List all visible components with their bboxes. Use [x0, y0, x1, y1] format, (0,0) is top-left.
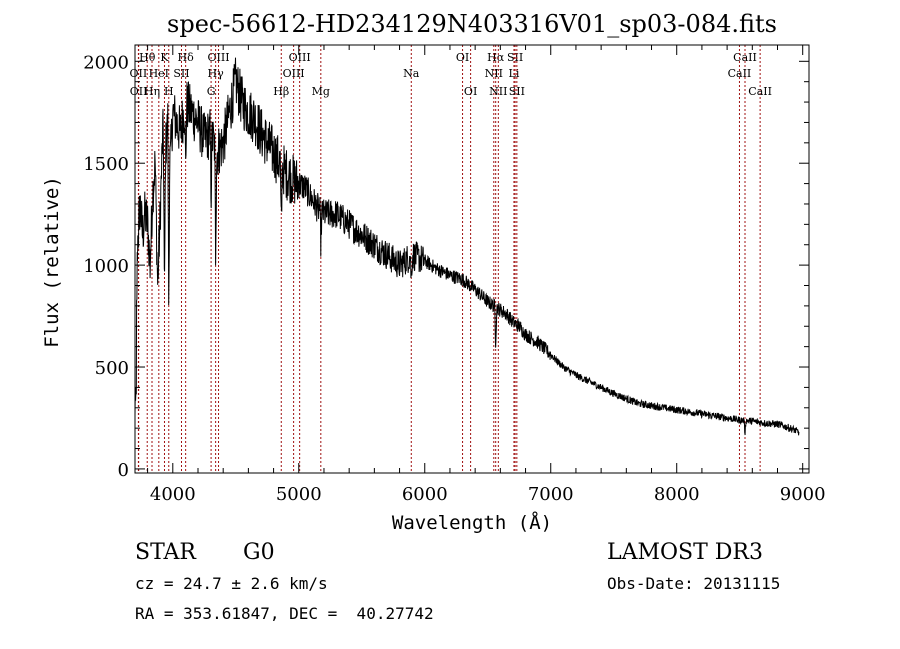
line-marker-label: HeI	[149, 67, 169, 80]
line-marker-label: Hβ	[273, 85, 289, 98]
y-tick-label: 1500	[83, 154, 129, 175]
line-marker-label: G	[207, 85, 216, 98]
axis-ticks: 4000 5000 6000 7000 8000 9000 0 500 1000 1500 2000	[83, 45, 826, 505]
line-marker-label: NII	[485, 67, 503, 80]
y-tick-label: 500	[95, 358, 129, 379]
x-tick-label: 8000	[654, 484, 700, 505]
line-marker-label: CaII	[733, 51, 757, 64]
coordinates: RA = 353.61847, DEC = 40.27742	[135, 604, 434, 623]
line-marker-label: Hδ	[178, 51, 195, 64]
y-axis-label: Flux (relative)	[41, 176, 63, 348]
y-tick-label: 1000	[83, 256, 129, 277]
observation-date: Obs-Date: 20131115	[607, 574, 781, 593]
plot-frame	[134, 44, 810, 474]
line-marker-label: K	[160, 51, 169, 64]
object-subclass: G0	[243, 540, 275, 565]
y-tick-label: 2000	[83, 52, 129, 73]
line-marker-label: OII	[130, 85, 148, 98]
line-marker-label: Na	[403, 67, 420, 80]
y-tick-label: 0	[118, 460, 129, 481]
line-marker-label: OIII	[283, 67, 305, 80]
chart-title: spec-56612-HD234129N403316V01_sp03-084.f…	[167, 10, 777, 38]
line-marker-label: OIII	[289, 51, 311, 64]
line-marker-label: SII	[173, 67, 189, 80]
object-class: STAR	[135, 540, 196, 565]
x-tick-label: 4000	[150, 484, 196, 505]
line-marker-label: CaII	[728, 67, 752, 80]
line-marker-label: CaII	[748, 85, 772, 98]
x-axis-label: Wavelength (Å)	[392, 511, 552, 534]
line-marker-label: Mg	[312, 85, 330, 98]
spectrum-series-line	[134, 57, 800, 436]
x-tick-label: 5000	[276, 484, 322, 505]
redshift-velocity: cz = 24.7 ± 2.6 km/s	[135, 574, 328, 593]
x-tick-label: 9000	[780, 484, 826, 505]
line-marker-label: OI	[464, 85, 477, 98]
line-marker-label: H	[164, 85, 174, 98]
line-marker-label: Hθ	[139, 51, 156, 64]
x-tick-label: 7000	[528, 484, 574, 505]
x-tick-label: 6000	[402, 484, 448, 505]
line-marker-label: Hη	[144, 85, 160, 98]
line-marker-label: NII	[489, 85, 507, 98]
line-marker-label: Li	[509, 67, 520, 80]
line-marker-label: Hγ	[208, 67, 225, 80]
line-marker-label: OIII	[207, 51, 229, 64]
line-marker-label: SII	[509, 85, 525, 98]
line-marker-label: OI	[456, 51, 469, 64]
survey-name: LAMOST DR3	[607, 540, 763, 565]
line-marker-label: Hα	[487, 51, 505, 64]
line-marker-label: SII	[507, 51, 523, 64]
